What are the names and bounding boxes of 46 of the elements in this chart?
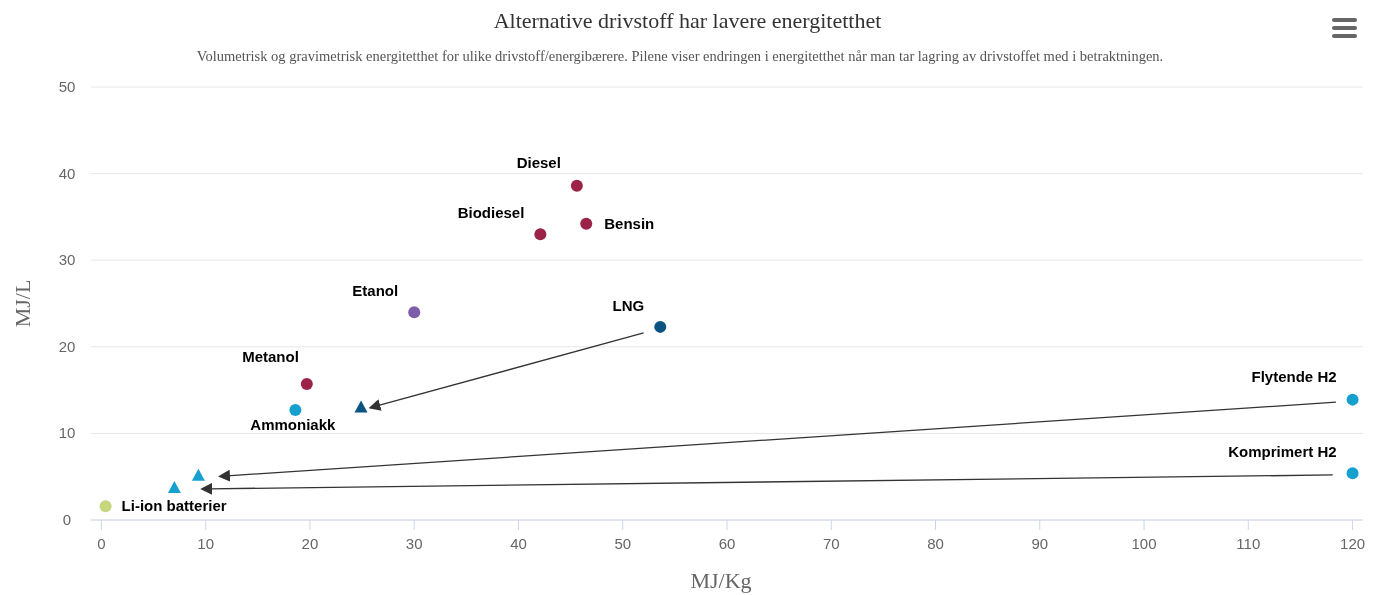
annotation: Diesel bbox=[516, 153, 561, 171]
point bbox=[191, 468, 205, 481]
annotation: Li-ion batterier bbox=[121, 497, 227, 515]
annotation: Metanol bbox=[242, 348, 299, 366]
point bbox=[99, 500, 112, 513]
x-tick-label: 60 bbox=[718, 535, 736, 552]
point bbox=[1346, 467, 1359, 480]
annotation: Etanol bbox=[352, 282, 399, 300]
chart-subtitle: Volumetrisk og gravimetrisk energitetthet for ulike drivstoff/energibærere. Pilene viser endringen i energitetthet når man tar lagring av drivstoffet med i betraktningen. bbox=[196, 48, 1164, 64]
chart-title: Alternative drivstoff har lavere energitetthet bbox=[493, 8, 882, 33]
x-tick-label: 100 bbox=[1131, 535, 1157, 552]
x-tick-label: 120 bbox=[1340, 535, 1366, 552]
x-tick-label: 110 bbox=[1236, 535, 1261, 552]
x-tick-label: 30 bbox=[405, 535, 423, 552]
annotation: LNG bbox=[612, 296, 645, 314]
point bbox=[289, 404, 302, 417]
point bbox=[408, 306, 421, 319]
x-tick-label: 50 bbox=[614, 535, 632, 552]
x-tick-label: 40 bbox=[510, 535, 527, 552]
point bbox=[570, 179, 583, 192]
annotation: Ammoniakk bbox=[250, 416, 337, 434]
point bbox=[300, 378, 313, 391]
annotation: Biodiesel bbox=[457, 204, 525, 222]
x-tick-label: 0 bbox=[97, 535, 106, 552]
y-tick-label: 20 bbox=[58, 337, 76, 355]
y-tick-label: 30 bbox=[58, 251, 76, 269]
y-tick-label: 40 bbox=[58, 164, 76, 182]
x-tick-label: 70 bbox=[822, 535, 840, 552]
point bbox=[654, 320, 667, 333]
point bbox=[1346, 393, 1359, 406]
y-tick-label: 50 bbox=[58, 78, 76, 95]
x-tick-label: 80 bbox=[927, 535, 944, 552]
annotation: Komprimert H2 bbox=[1228, 443, 1337, 461]
y-tick-label: 0 bbox=[62, 511, 72, 528]
y-axis-title: MJ/L bbox=[10, 279, 35, 328]
x-tick-label: 20 bbox=[301, 535, 319, 552]
annotation: Flytende H2 bbox=[1251, 367, 1337, 385]
y-tick-label: 10 bbox=[58, 424, 76, 442]
point bbox=[354, 400, 368, 413]
x-axis-title: MJ/Kg bbox=[690, 568, 752, 593]
point bbox=[167, 480, 181, 493]
x-tick-label: 10 bbox=[197, 535, 215, 552]
annotation: Bensin bbox=[604, 214, 655, 232]
point bbox=[534, 228, 547, 241]
x-tick-label: 90 bbox=[1031, 535, 1049, 552]
point bbox=[580, 217, 593, 230]
